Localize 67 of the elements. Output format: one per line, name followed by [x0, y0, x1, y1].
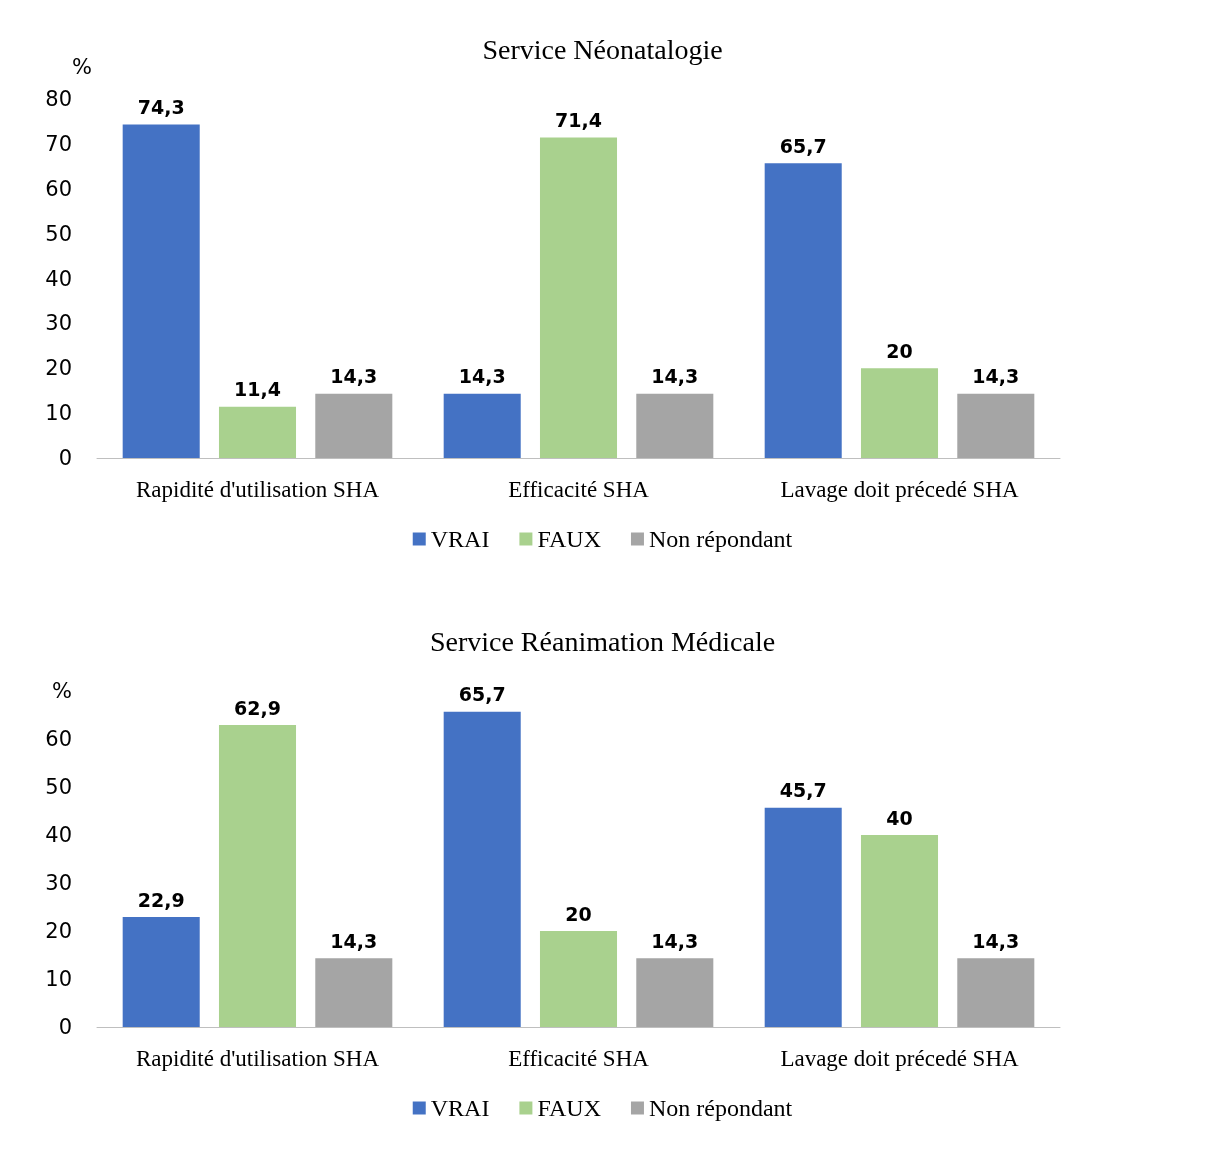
- data-label: 65,7: [458, 683, 506, 706]
- data-label: 45,7: [779, 779, 827, 802]
- bar: [860, 835, 939, 1027]
- data-label: 74,3: [137, 96, 185, 119]
- bar: [218, 406, 297, 458]
- bar: [443, 711, 521, 1027]
- x-tick-label: Lavage doit précedé SHA: [780, 1046, 1019, 1071]
- y-tick-label: 40: [45, 823, 72, 847]
- x-tick-label: Efficacité SHA: [508, 477, 650, 502]
- data-label: 40: [886, 806, 913, 829]
- data-label: 14,3: [651, 365, 699, 388]
- y-tick-label: 60: [45, 176, 72, 201]
- y-tick-label: 30: [45, 311, 72, 336]
- bar: [122, 124, 200, 458]
- bar: [764, 163, 842, 458]
- data-label: 71,4: [555, 109, 602, 132]
- bar: [539, 931, 618, 1027]
- x-tick-label: Lavage doit précedé SHA: [780, 477, 1019, 502]
- chart-title: Service Réanimation Médicale: [429, 625, 776, 657]
- y-tick-label: 10: [45, 967, 72, 991]
- data-label: 14,3: [458, 365, 506, 388]
- bar: [218, 725, 297, 1027]
- data-label: 14,3: [330, 365, 378, 388]
- data-label: 14,3: [972, 929, 1020, 952]
- y-tick-label: 50: [45, 221, 72, 246]
- y-tick-label: 20: [45, 919, 72, 943]
- y-tick-label: 70: [45, 131, 72, 156]
- legend-label: Non répondant: [648, 1095, 793, 1121]
- legend-label: FAUX: [537, 1095, 601, 1121]
- legend-label: Non répondant: [648, 526, 793, 552]
- legend-label: VRAI: [430, 526, 490, 552]
- y-tick-label: 80: [45, 87, 72, 111]
- data-label: 14,3: [972, 365, 1020, 388]
- y-tick-label: 0: [58, 446, 72, 470]
- y-tick-label: %: [52, 679, 72, 703]
- x-tick-label: Efficacité SHA: [508, 1046, 650, 1071]
- bar: [315, 393, 393, 458]
- x-tick-label: Rapidité d'utilisation SHA: [135, 477, 380, 502]
- bar: [315, 958, 393, 1027]
- y-tick-label: 30: [45, 871, 72, 895]
- data-label: 14,3: [651, 929, 699, 952]
- chart-title: Service Néonatalogie: [482, 33, 723, 65]
- y-tick-label: 50: [45, 775, 72, 799]
- y-tick-label: 40: [45, 266, 72, 291]
- bar: [860, 368, 939, 458]
- y-tick-label: 20: [45, 356, 72, 381]
- data-label: 20: [565, 902, 592, 925]
- bar: [443, 393, 521, 458]
- bar: [636, 958, 714, 1027]
- bar: [636, 393, 714, 458]
- data-label: 62,9: [234, 696, 281, 719]
- legend-label: FAUX: [537, 526, 601, 552]
- y-tick-label: 60: [45, 727, 72, 751]
- x-tick-label: Rapidité d'utilisation SHA: [135, 1046, 380, 1071]
- bar: [764, 807, 842, 1027]
- y-tick-label: 10: [45, 401, 72, 426]
- data-label: 14,3: [330, 929, 378, 952]
- bar: [957, 393, 1035, 458]
- y-tick-label: 0: [58, 1015, 72, 1039]
- bar: [122, 917, 200, 1027]
- data-label: 22,9: [137, 888, 185, 911]
- data-label: 11,4: [234, 378, 281, 401]
- bar: [957, 958, 1035, 1027]
- bar: [539, 137, 618, 458]
- data-label: 65,7: [779, 134, 827, 157]
- legend-label: VRAI: [430, 1095, 490, 1121]
- data-label: 20: [886, 339, 913, 362]
